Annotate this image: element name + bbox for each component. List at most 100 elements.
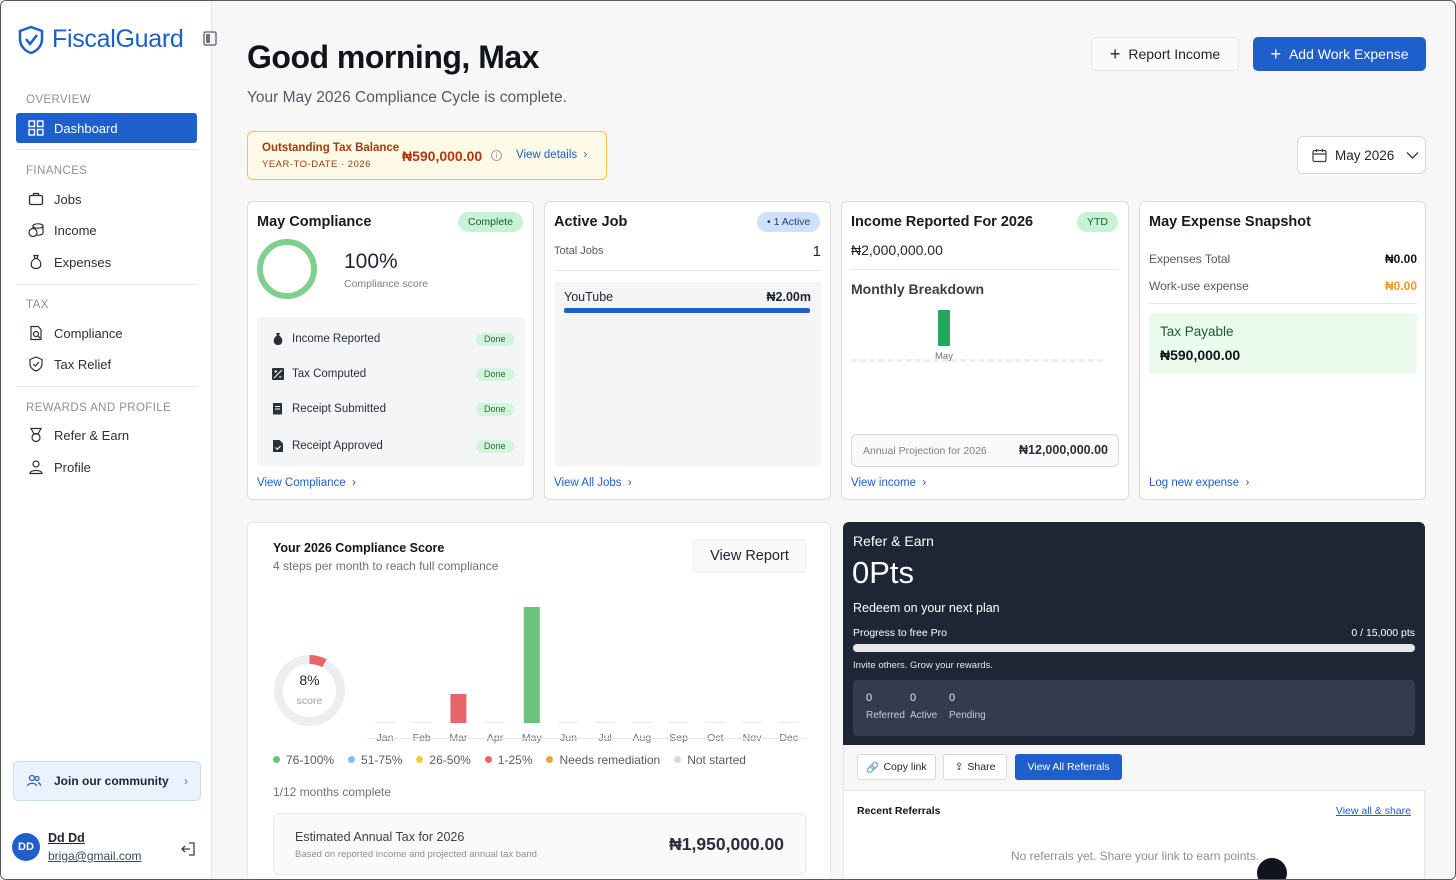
stat-pending: 0 Pending [949, 692, 986, 721]
join-community-button[interactable]: Join our community › [13, 761, 201, 801]
stat-value: 0 [866, 692, 873, 704]
button-label: Copy link [883, 761, 927, 773]
logo[interactable]: FiscalGuard [18, 25, 184, 54]
view-income-link[interactable]: View income › [851, 477, 926, 489]
card-title: Active Job [554, 214, 628, 230]
score-donut [274, 655, 345, 726]
legend-item: 51-75% [348, 753, 402, 767]
user-profile[interactable]: DD Dd Dd briga@gmail.com [12, 831, 142, 863]
stat-referred: 0 Referred [866, 692, 905, 721]
add-work-expense-button[interactable]: + Add Work Expense [1253, 37, 1426, 71]
view-details-label: View details [516, 149, 578, 161]
step-income-reported: Income Reported Done [257, 329, 525, 349]
step-label: Receipt Approved [292, 440, 383, 452]
job-income-bar [564, 308, 810, 313]
tax-balance-label: Outstanding Tax Balance [262, 142, 400, 154]
user-email[interactable]: briga@gmail.com [48, 849, 142, 863]
sidebar-item-refer-earn[interactable]: Refer & Earn [16, 420, 197, 450]
share-icon: ⇪ [954, 761, 964, 773]
doc-search-icon [30, 325, 42, 341]
link-label: Log new expense [1149, 477, 1240, 489]
info-icon[interactable]: i [491, 150, 502, 161]
legend-label: Needs remediation [559, 753, 661, 767]
row-label: Expenses Total [1149, 252, 1231, 266]
score-value: 8% [299, 672, 320, 688]
estimate-sub: Based on reported income and projected a… [295, 849, 537, 860]
row-label: Work-use expense [1149, 279, 1249, 293]
job-name[interactable]: YouTube [564, 290, 614, 304]
sidebar-item-expenses[interactable]: Expenses [16, 247, 197, 277]
referral-stats: 0 Referred 0 Active 0 Pending [853, 680, 1415, 736]
button-label: Share [967, 761, 996, 773]
section-title-finances: FINANCES [26, 165, 88, 177]
section-title-overview: OVERVIEW [26, 94, 91, 106]
sidebar-item-income[interactable]: Income [16, 215, 197, 245]
chevron-right-icon: › [184, 774, 188, 788]
row-value: ₦0.00 [1384, 279, 1417, 293]
step-receipt-submitted: Receipt Submitted Done [257, 399, 525, 419]
logout-icon[interactable] [180, 841, 196, 857]
view-compliance-link[interactable]: View Compliance › [257, 477, 356, 489]
view-all-jobs-link[interactable]: View All Jobs › [554, 477, 632, 489]
done-badge: Done [476, 402, 514, 416]
link-label: View Compliance [257, 477, 346, 489]
copy-link-button[interactable]: 🔗 Copy link [857, 754, 936, 780]
divider [16, 149, 197, 150]
view-all-share-link[interactable]: View all & share [1335, 805, 1411, 817]
status-badge: Complete [458, 212, 523, 232]
share-button[interactable]: ⇪ Share [943, 754, 1007, 780]
progress-label: Progress to free Pro [853, 627, 947, 639]
projection-value: ₦12,000,000.00 [1019, 443, 1108, 457]
view-details-link[interactable]: View details › [516, 149, 587, 161]
score-card-subtitle: 4 steps per month to reach full complian… [273, 559, 499, 573]
medal-icon [29, 427, 43, 443]
divider [16, 386, 197, 387]
chevron-right-icon: › [1239, 477, 1250, 489]
calendar-icon [1312, 148, 1327, 162]
bar-oct [705, 722, 726, 723]
stat-value: 0 [949, 692, 956, 704]
sidebar-item-label: Dashboard [54, 120, 118, 136]
month-selector[interactable]: May 2026 [1297, 136, 1426, 174]
month-label: May [935, 351, 953, 362]
monthly-score-chart: Jan Feb Mar Apr May Jun Jul Aug Sep Oct Nov Dec [375, 607, 799, 744]
stat-active: 0 Active [910, 692, 937, 721]
sidebar-collapse-icon[interactable] [203, 31, 217, 46]
refer-earn-card: Refer & Earn 0Pts Redeem on your next pl… [843, 522, 1425, 745]
sidebar-item-tax-relief[interactable]: Tax Relief [16, 349, 197, 379]
chevron-down-icon [1406, 151, 1419, 159]
bar-dec [778, 722, 799, 723]
compliance-score-card: Your 2026 Compliance Score 4 steps per m… [247, 522, 831, 879]
sidebar-item-dashboard[interactable]: Dashboard [16, 113, 197, 143]
floating-help-button[interactable] [1257, 858, 1287, 879]
link-label: View All Jobs [554, 477, 622, 489]
compliance-ring [257, 239, 317, 299]
row-value: ₦0.00 [1384, 252, 1417, 266]
bar-apr [485, 722, 506, 723]
bar-jan [375, 722, 395, 723]
sidebar: FiscalGuard OVERVIEW Dashboard FINANCES … [1, 1, 217, 879]
refer-title: Refer & Earn [853, 533, 934, 549]
sidebar-item-label: Profile [54, 459, 91, 475]
view-report-button[interactable]: View Report [693, 539, 806, 573]
report-income-button[interactable]: + Report Income [1091, 37, 1239, 71]
button-label: Add Work Expense [1288, 46, 1409, 62]
bar-aug [631, 722, 652, 723]
legend-item: Needs remediation [546, 753, 660, 767]
user-name[interactable]: Dd Dd [48, 831, 85, 845]
briefcase-icon [28, 192, 44, 206]
legend-dot [416, 756, 424, 763]
sidebar-item-profile[interactable]: Profile [16, 452, 197, 482]
view-all-referrals-button[interactable]: View All Referrals [1015, 754, 1122, 780]
log-new-expense-link[interactable]: Log new expense › [1149, 477, 1249, 489]
community-label: Join our community [54, 774, 169, 788]
bar-mar [450, 694, 467, 723]
sidebar-item-compliance[interactable]: Compliance [16, 318, 197, 348]
ytd-badge: YTD [1077, 212, 1118, 232]
doc-check-icon [273, 440, 283, 452]
sidebar-item-jobs[interactable]: Jobs [16, 184, 197, 214]
work-use-row: Work-use expense ₦0.00 [1149, 279, 1417, 293]
calculator-icon [272, 368, 284, 380]
outstanding-tax-balance: Outstanding Tax Balance YEAR-TO-DATE · 2… [247, 131, 607, 180]
